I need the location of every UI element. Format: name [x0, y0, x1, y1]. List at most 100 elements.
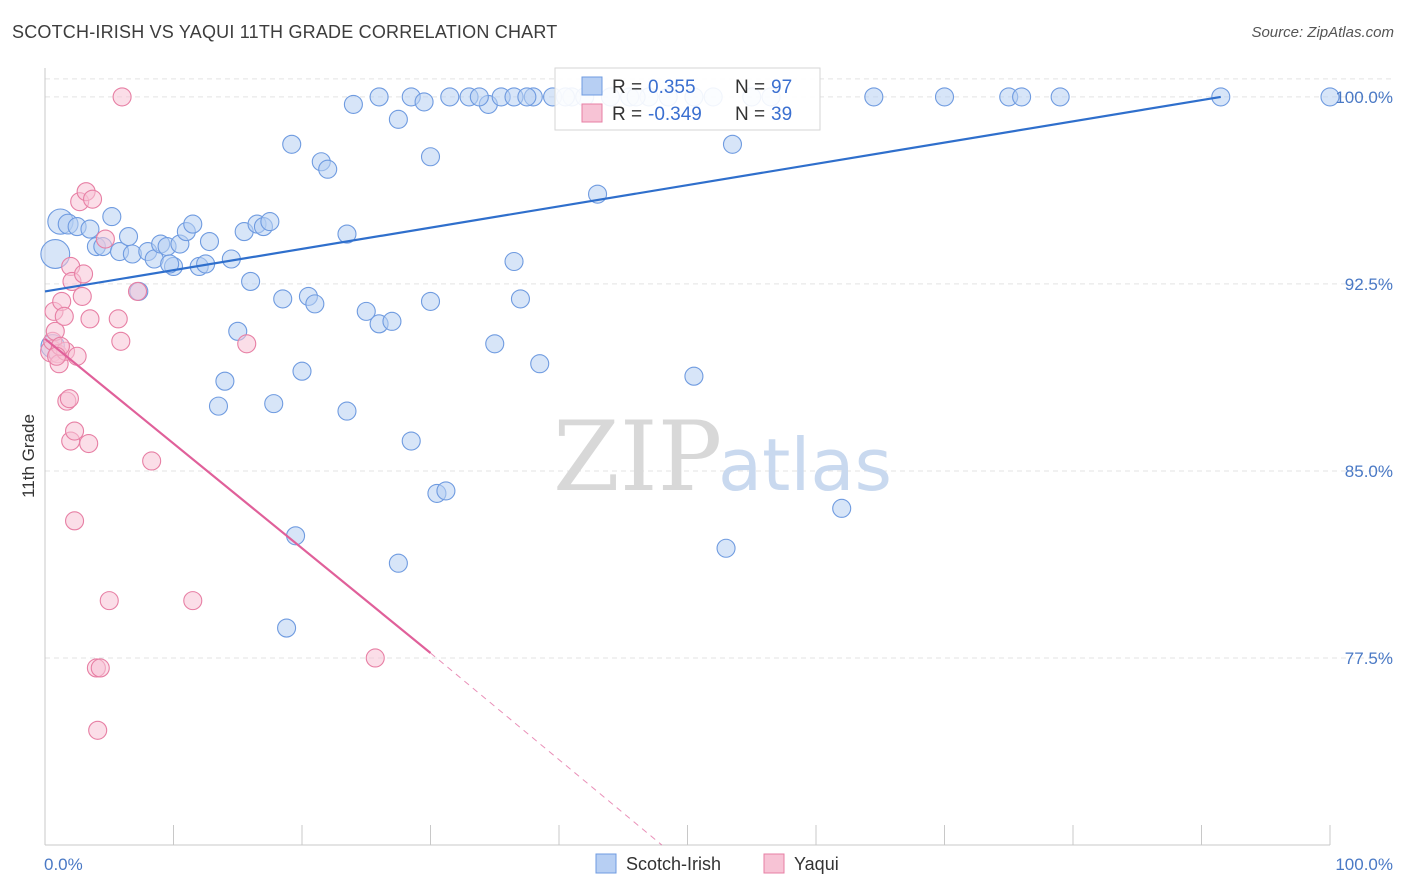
bottom-legend-swatch-1 — [763, 853, 785, 874]
yaqui-trend-extension — [430, 652, 663, 846]
scotch-irish-point-57 — [832, 498, 852, 518]
watermark-zip: ZIP — [553, 401, 722, 513]
legend-n-label-0: N = — [735, 77, 765, 98]
scotch-irish-point-91 — [1320, 87, 1340, 107]
watermark: ZIP atlas — [553, 401, 892, 513]
scotch-irish-point-39 — [215, 371, 235, 391]
scotch-irish-point-58 — [282, 134, 302, 154]
x-tick-label-1: 100.0% — [1335, 855, 1393, 874]
scotch-irish-point-65 — [414, 92, 434, 112]
yaqui-point-27 — [95, 229, 115, 249]
scotch-irish-point-3 — [80, 219, 100, 239]
trend-lines — [44, 95, 1221, 846]
yaqui-point-23 — [82, 189, 103, 209]
scotch-irish-point-46 — [436, 481, 456, 501]
chart-source: Source: ZipAtlas.com — [1251, 24, 1394, 41]
yaqui-point-28 — [99, 591, 119, 611]
legend-r-value-1: -0.349 — [648, 104, 702, 125]
scotch-irish-point-50 — [485, 334, 505, 354]
legend-swatch-1 — [581, 103, 603, 123]
chart-title: SCOTCH-IRISH VS YAQUI 11TH GRADE CORRELA… — [12, 22, 558, 42]
scotch-irish-point-60 — [318, 159, 338, 179]
axes — [44, 68, 1331, 846]
scotch-irish-point-17 — [183, 214, 203, 234]
yaqui-point-33 — [183, 591, 203, 611]
yaqui-point-32 — [142, 451, 162, 471]
scotch-irish-point-33 — [305, 294, 325, 314]
legend-r-label-0: R = — [612, 77, 642, 98]
x-tick-labels: 0.0% 100.0% — [44, 855, 1393, 874]
yaqui-trend-line — [44, 337, 432, 654]
legend-n-value-1: 39 — [771, 104, 792, 125]
scotch-irish-point-88 — [1012, 87, 1032, 107]
scotch-irish-point-48 — [388, 553, 408, 573]
scotch-irish-point-8 — [118, 227, 139, 247]
y-tick-labels: 100.0% 92.5% 85.0% 77.5% — [1335, 88, 1393, 668]
scotch-irish-point-85 — [864, 87, 884, 107]
yaqui-point-7 — [54, 306, 74, 326]
x-tick-label-0: 0.0% — [44, 855, 83, 874]
grid-lines — [45, 78, 1395, 659]
scotch-irish-point-26 — [40, 239, 71, 269]
legend-n-value-0: 97 — [771, 77, 792, 98]
scotch-irish-point-6 — [102, 207, 122, 227]
yaqui-point-25 — [90, 658, 110, 678]
yaqui-point-15 — [65, 511, 85, 531]
scotch-irish-point-89 — [1050, 87, 1070, 107]
scotch-irish-point-66 — [420, 147, 441, 167]
bottom-legend-label-0: Scotch-Irish — [626, 854, 721, 874]
yaqui-point-16 — [67, 346, 87, 366]
scotch-irish-point-31 — [273, 289, 293, 309]
scotch-irish-point-56 — [716, 538, 736, 558]
yaqui-point-34 — [237, 334, 257, 354]
scotch-irish-point-43 — [337, 401, 357, 421]
scotch-irish-point-51 — [510, 289, 531, 309]
scotch-irish-point-55 — [684, 366, 704, 386]
bottom-legend-label-1: Yaqui — [794, 854, 839, 874]
scotch-irish-point-52 — [504, 251, 524, 272]
scotch-irish-point-38 — [420, 291, 441, 311]
scotch-irish-point-20 — [199, 231, 220, 252]
scotch-irish-point-82 — [722, 134, 743, 154]
yaqui-point-35 — [365, 648, 385, 668]
scotch-irish-point-40 — [208, 396, 229, 416]
scotch-irish-point-30 — [241, 271, 261, 291]
yaqui-point-38 — [47, 346, 67, 366]
legend-swatch-0 — [581, 76, 603, 96]
yaqui-point-18 — [72, 286, 92, 306]
y-tick-label-1: 92.5% — [1345, 275, 1393, 294]
y-axis-label-group: 11th Grade — [19, 414, 38, 498]
series-legend: Scotch-Irish Yaqui — [595, 853, 839, 874]
scotch-irish-point-95 — [469, 87, 489, 107]
scotch-irish-point-25 — [260, 212, 280, 232]
yaqui-point-10 — [59, 389, 79, 409]
scotch-irish-point-41 — [264, 394, 284, 414]
yaqui-point-36 — [112, 87, 132, 107]
scotch-irish-point-96 — [160, 254, 180, 274]
y-axis-label: 11th Grade — [19, 414, 38, 498]
yaqui-point-31 — [127, 281, 148, 301]
yaqui-point-30 — [111, 331, 131, 351]
scotch-irish-point-35 — [356, 301, 376, 321]
series-scotch-irish — [40, 87, 1340, 638]
scotch-irish-point-42 — [292, 361, 312, 381]
yaqui-point-21 — [79, 433, 99, 454]
yaqui-point-14 — [65, 421, 85, 441]
scotch-irish-point-61 — [343, 94, 363, 114]
scotch-irish-point-94 — [517, 87, 537, 107]
y-tick-label-3: 77.5% — [1345, 649, 1393, 668]
y-tick-label-0: 100.0% — [1335, 88, 1393, 107]
yaqui-point-29 — [108, 309, 128, 329]
y-tick-label-2: 85.0% — [1345, 462, 1393, 481]
legend-r-value-0: 0.355 — [648, 77, 696, 98]
scotch-irish-point-49 — [277, 618, 297, 638]
yaqui-point-22 — [80, 309, 100, 329]
scotch-irish-point-62 — [369, 87, 389, 107]
scotch-irish-point-53 — [530, 354, 550, 374]
scotch-irish-trend-line — [44, 95, 1221, 293]
legend-r-label-1: R = — [612, 104, 642, 125]
series-yaqui — [40, 87, 385, 740]
yaqui-point-26 — [88, 720, 108, 740]
correlation-legend: R = 0.355 N = 97 R = -0.349 N = 39 — [554, 67, 821, 131]
